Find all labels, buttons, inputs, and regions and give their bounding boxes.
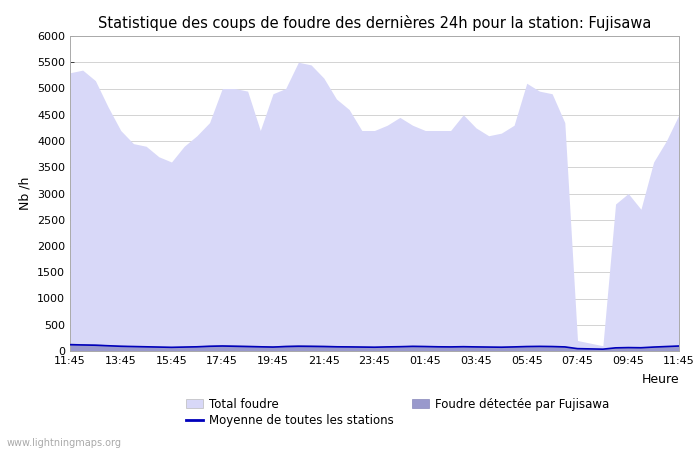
Title: Statistique des coups de foudre des dernières 24h pour la station: Fujisawa: Statistique des coups de foudre des dern…	[98, 15, 651, 31]
Text: Heure: Heure	[641, 373, 679, 386]
Y-axis label: Nb /h: Nb /h	[18, 177, 32, 210]
Text: www.lightningmaps.org: www.lightningmaps.org	[7, 438, 122, 448]
Legend: Total foudre, Moyenne de toutes les stations, Foudre détectée par Fujisawa: Total foudre, Moyenne de toutes les stat…	[186, 398, 610, 428]
